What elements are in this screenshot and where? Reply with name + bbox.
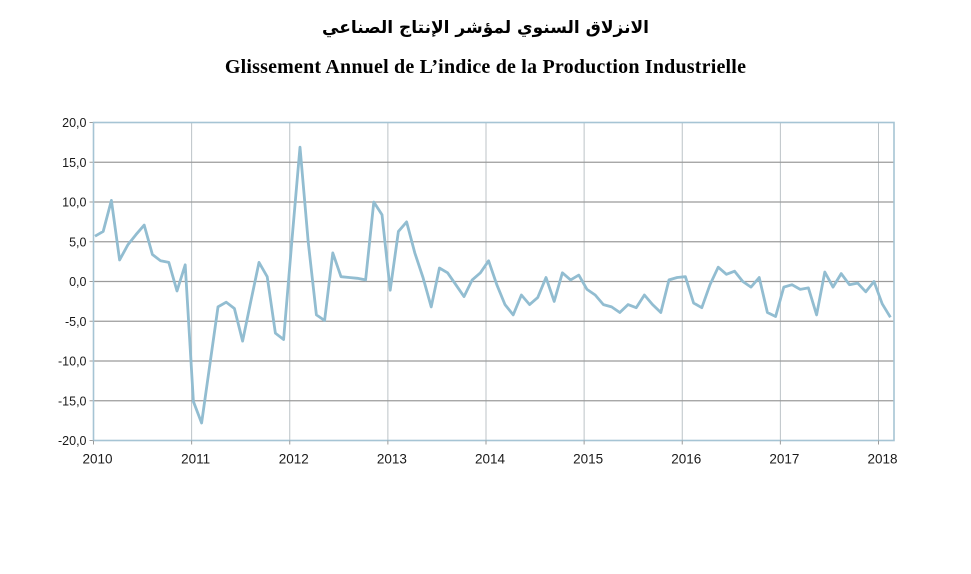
y-axis-tick-label: -15,0 bbox=[58, 394, 87, 408]
y-axis-tick-label: 10,0 bbox=[62, 196, 86, 210]
chart-title-arabic: الانزلاق السنوي لمؤشر الإنتاج الصناعي bbox=[322, 18, 649, 38]
chart-title-french: Glissement Annuel de L’indice de la Prod… bbox=[224, 56, 747, 78]
x-axis-tick-label: 2013 bbox=[377, 452, 407, 467]
x-axis-tick-label: 2010 bbox=[82, 452, 112, 467]
y-axis-tick-label: 20,0 bbox=[62, 116, 86, 130]
x-axis-tick-label: 2016 bbox=[671, 452, 701, 467]
x-axis-tick-label: 2014 bbox=[475, 452, 506, 467]
plot-border bbox=[92, 121, 895, 442]
x-axis-tick-label: 2012 bbox=[279, 452, 309, 467]
x-axis-tick-label: 2018 bbox=[867, 452, 897, 467]
data-series-line bbox=[94, 145, 892, 425]
y-axis-tick-label: 15,0 bbox=[62, 156, 86, 170]
y-axis-tick-label: 0,0 bbox=[69, 275, 86, 289]
x-axis-tick-label: 2011 bbox=[181, 452, 210, 467]
y-axis-tick-label: 5,0 bbox=[69, 235, 86, 249]
x-axis-tick-label: 2015 bbox=[573, 452, 603, 467]
x-axis-tick-label: 2017 bbox=[769, 452, 799, 467]
y-axis-tick-label: -10,0 bbox=[58, 355, 87, 369]
y-axis-tick-label: -20,0 bbox=[58, 434, 87, 448]
y-axis-tick-label: -5,0 bbox=[65, 315, 87, 329]
